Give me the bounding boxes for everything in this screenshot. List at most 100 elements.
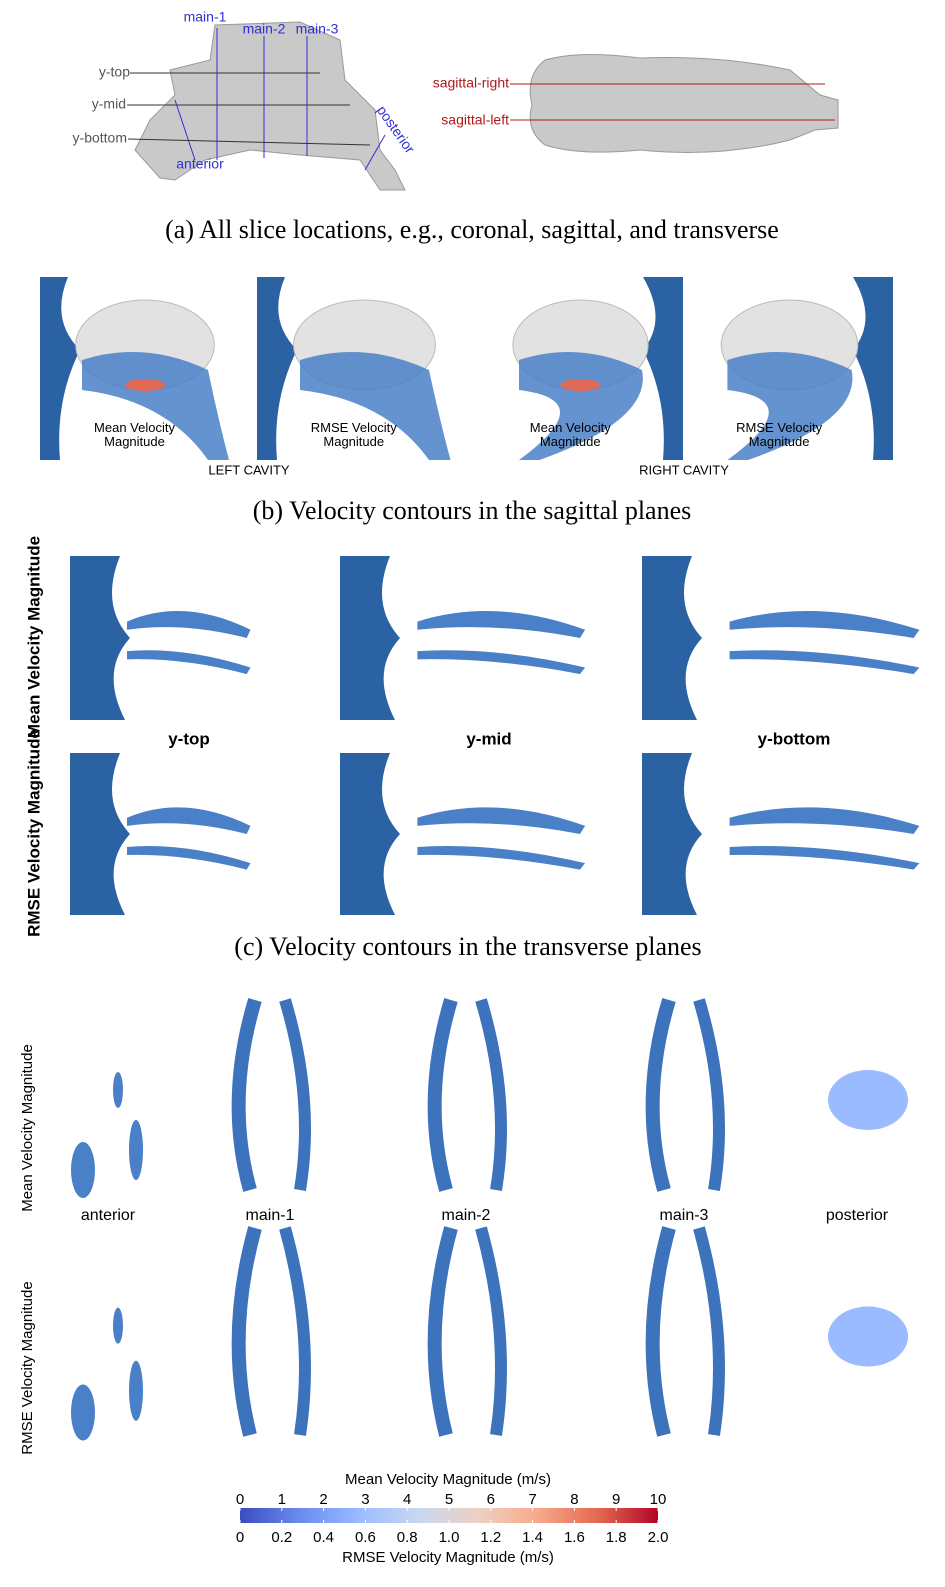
tick-label: 4 [403,1491,411,1508]
coronal-image [231,997,311,1192]
airway [645,997,676,1192]
airway [475,1226,507,1436]
sagittal-image: Mean Velocity Magnitude [512,277,683,460]
wall [643,277,683,460]
sagittal-image: RMSE Velocity Magnitude [720,277,893,460]
image-label: Mean Velocity Magnitude [94,420,175,449]
slice-lines [174,28,386,171]
tick-label: 7 [528,1491,536,1508]
slice-label: y-bottom [73,130,127,146]
airway [127,650,251,675]
slice-label: main-2 [243,21,286,37]
tick-label: 1.0 [439,1529,460,1546]
airway [693,1226,725,1436]
coronal-image [71,1307,143,1441]
airway [113,1072,123,1108]
tick-label: 1 [278,1491,286,1508]
airway [300,352,451,460]
tick-label: 10 [650,1491,667,1508]
airway [729,807,920,834]
airway [475,998,507,1191]
airway [129,1120,143,1180]
row-label: RMSE Velocity Magnitude [24,729,43,937]
sagittal-image: Mean Velocity Magnitude [40,277,229,460]
group-label: LEFT CAVITY [208,462,289,477]
hot-spot [125,379,165,391]
colorbar-gradient [240,1508,658,1523]
column-label: anterior [81,1207,136,1224]
tick-label: 1.8 [606,1529,627,1546]
airway [729,846,920,870]
airway [231,997,262,1192]
hot-spot [560,379,601,391]
column-label: posterior [826,1207,889,1224]
airway [113,1307,123,1344]
wall [40,277,80,460]
row-label: Mean Velocity Magnitude [19,1044,36,1212]
group-label: RIGHT CAVITY [639,462,729,477]
wall [257,277,297,460]
airway [519,352,643,460]
airway [729,611,920,638]
airway [417,650,586,675]
airway [417,807,586,834]
sagittal-image: RMSE Velocity Magnitude [257,277,451,460]
image-label: RMSE Velocity Magnitude [736,420,822,449]
tick-label: 0.4 [313,1529,334,1546]
airway [828,1070,908,1130]
airway [127,611,251,638]
slice-label: main-3 [296,21,339,37]
coronal-image [71,1072,143,1198]
tick-label: 6 [487,1491,495,1508]
column-label: y-bottom [758,729,831,748]
tick-label: 1.6 [564,1529,585,1546]
airway [828,1306,908,1367]
level-lines [127,72,371,146]
nose-side-view [134,21,406,191]
transverse-image [340,753,586,915]
airway [645,1226,676,1437]
slice-label: y-mid [92,96,126,112]
coronal-image [645,1226,725,1437]
airway [279,998,311,1191]
image-label: RMSE Velocity Magnitude [311,420,397,449]
nose-top-view [529,53,839,153]
column-label: main-1 [246,1207,295,1224]
tick-label: 0.8 [397,1529,418,1546]
wall [642,753,702,915]
panel-c: Mean Velocity Magnitude RMSE Velocity Ma… [24,536,920,961]
airway [231,1226,262,1437]
transverse-image [340,556,586,720]
coronal-image [231,1226,311,1437]
column-label: main-2 [442,1207,491,1224]
slice-label: posterior [374,102,419,156]
airway [693,998,725,1191]
coronal-image [427,997,507,1192]
panel-a: main-1 main-2 main-3 y-top y-mid y-botto… [73,9,839,244]
wall [642,556,702,720]
colorbar-title: RMSE Velocity Magnitude (m/s) [342,1549,554,1566]
airway [71,1142,95,1198]
wall [853,277,893,460]
slice-label: y-top [99,64,130,80]
airway [729,650,920,675]
wall [340,556,400,720]
airway [127,846,251,870]
airway [427,1226,458,1437]
tick-label: 9 [612,1491,620,1508]
colorbar: Mean Velocity Magnitude (m/s) RMSE Veloc… [236,1471,669,1566]
tick-label: 2 [319,1491,327,1508]
row-label: Mean Velocity Magnitude [24,536,43,738]
tick-label: 1.4 [522,1529,543,1546]
airway [82,352,229,460]
transverse-image [642,753,920,915]
transverse-image [70,753,251,915]
transverse-image [642,556,920,720]
slice-label: sagittal-left [441,112,509,128]
column-label: y-mid [466,729,511,748]
wall [70,556,130,720]
airway [727,352,853,460]
transverse-image [70,556,251,720]
wall [340,753,400,915]
